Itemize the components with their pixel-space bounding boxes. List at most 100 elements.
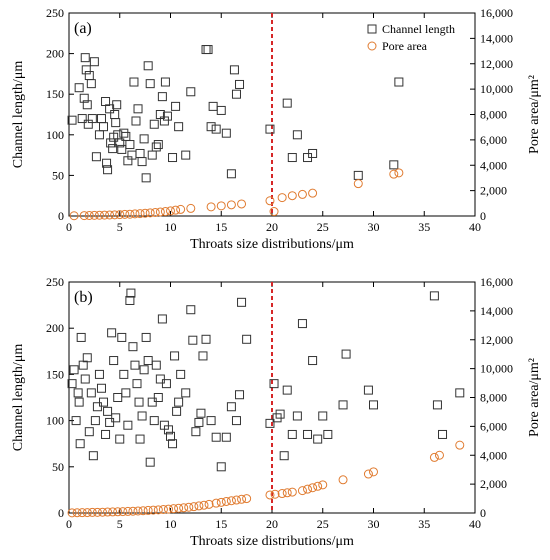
- channel-length-point: [99, 397, 109, 407]
- channel-length-point: [134, 397, 144, 407]
- pore-area-point: [211, 498, 221, 508]
- pore-area-point: [150, 207, 160, 217]
- channel-length-point: [275, 409, 285, 419]
- x-tick-label: 20: [266, 517, 278, 531]
- series-pore-area: [67, 440, 465, 518]
- channel-length-point: [74, 83, 84, 93]
- pore-area-point: [84, 210, 94, 220]
- y2-tick-label: 4,000: [480, 448, 507, 462]
- channel-length-point: [265, 418, 275, 428]
- pore-area-point: [148, 505, 158, 515]
- pore-area-point: [77, 508, 87, 518]
- channel-length-point: [115, 434, 125, 444]
- channel-length-point: [231, 416, 241, 426]
- channel-length-point: [194, 417, 204, 427]
- pore-area-point: [72, 508, 82, 518]
- channel-length-point: [130, 360, 140, 370]
- pore-area-point: [179, 503, 189, 513]
- channel-length-point: [455, 388, 465, 398]
- y-tick-label: 0: [58, 506, 64, 520]
- pore-area-point: [237, 494, 247, 504]
- channel-length-point: [162, 111, 172, 121]
- pore-area-point: [138, 506, 148, 516]
- y-tick-label: 50: [52, 460, 64, 474]
- channel-length-point: [82, 100, 92, 110]
- channel-length-point: [111, 413, 121, 423]
- channel-length-point: [89, 57, 99, 67]
- legend-marker-pore: [367, 41, 377, 51]
- channel-length-point: [369, 400, 378, 410]
- channel-length-point: [171, 101, 181, 111]
- channel-length-point: [157, 92, 167, 102]
- channel-length-point: [115, 138, 125, 148]
- series-pore-area: [69, 168, 404, 221]
- channel-length-point: [168, 153, 178, 163]
- channel-length-point: [221, 432, 231, 442]
- channel-length-point: [80, 374, 90, 384]
- channel-length-point: [92, 402, 102, 412]
- channel-length-point: [168, 439, 178, 449]
- channel-length-point: [176, 369, 186, 379]
- channel-length-point: [137, 157, 147, 167]
- y2-tick-label: 16,000: [480, 6, 513, 20]
- pore-area-point: [120, 209, 130, 219]
- pore-area-point: [105, 210, 115, 220]
- x-tick-label: 10: [165, 220, 177, 234]
- pore-area-point: [270, 489, 280, 499]
- pore-area-point: [171, 205, 181, 215]
- pore-area-point: [135, 209, 145, 219]
- channel-length-point: [128, 342, 138, 352]
- channel-length-point: [119, 128, 129, 138]
- pore-area-point: [216, 497, 226, 507]
- legend-label-pore: Pore area: [382, 39, 428, 53]
- channel-length-point: [86, 79, 96, 89]
- channel-length-point: [145, 79, 155, 89]
- channel-length-point: [297, 319, 307, 329]
- pore-area-point: [184, 502, 194, 512]
- channel-length-point: [157, 314, 167, 324]
- channel-length-point: [201, 334, 211, 344]
- pore-area-point: [226, 496, 236, 506]
- pore-area-point: [199, 500, 209, 510]
- channel-length-point: [149, 119, 159, 129]
- channel-length-point: [125, 295, 135, 305]
- channel-length-point: [206, 416, 216, 426]
- channel-length-point: [196, 408, 206, 418]
- pore-area-point: [389, 169, 399, 179]
- channel-length-point: [132, 379, 142, 389]
- y2-tick-label: 8,000: [480, 108, 507, 122]
- channel-length-point: [84, 71, 94, 81]
- y2-tick-label: 10,000: [480, 82, 513, 96]
- pore-area-point: [353, 179, 363, 189]
- channel-length-point: [394, 77, 404, 87]
- channel-length-point: [279, 451, 289, 461]
- x-tick-label: 35: [418, 517, 430, 531]
- channel-length-point: [226, 402, 236, 412]
- channel-length-point: [111, 118, 121, 128]
- pore-area-point: [89, 210, 99, 220]
- pore-area-point: [130, 209, 140, 219]
- pore-area-point: [194, 501, 204, 511]
- channel-length-point: [77, 114, 87, 124]
- channel-length-point: [119, 369, 129, 379]
- channel-length-point: [129, 77, 139, 87]
- y2-tick-label: 4,000: [480, 158, 507, 172]
- channel-length-point: [123, 420, 133, 430]
- channel-length-point: [432, 400, 442, 410]
- pore-area-point: [140, 208, 150, 218]
- y-tick-label: 150: [46, 367, 64, 381]
- channel-length-point: [429, 291, 439, 301]
- pore-area-point: [103, 507, 113, 517]
- channel-length-point: [181, 150, 191, 160]
- channel-length-point: [208, 101, 218, 111]
- pore-area-point: [231, 495, 241, 505]
- x-tick-label: 30: [368, 517, 380, 531]
- pore-area-point: [269, 207, 279, 217]
- y-tick-label: 100: [46, 414, 64, 428]
- channel-length-point: [143, 356, 153, 366]
- panel-label: (b): [74, 289, 93, 306]
- y-tick-label: 150: [46, 87, 64, 101]
- channel-length-point: [265, 124, 275, 134]
- pore-area-point: [118, 507, 128, 517]
